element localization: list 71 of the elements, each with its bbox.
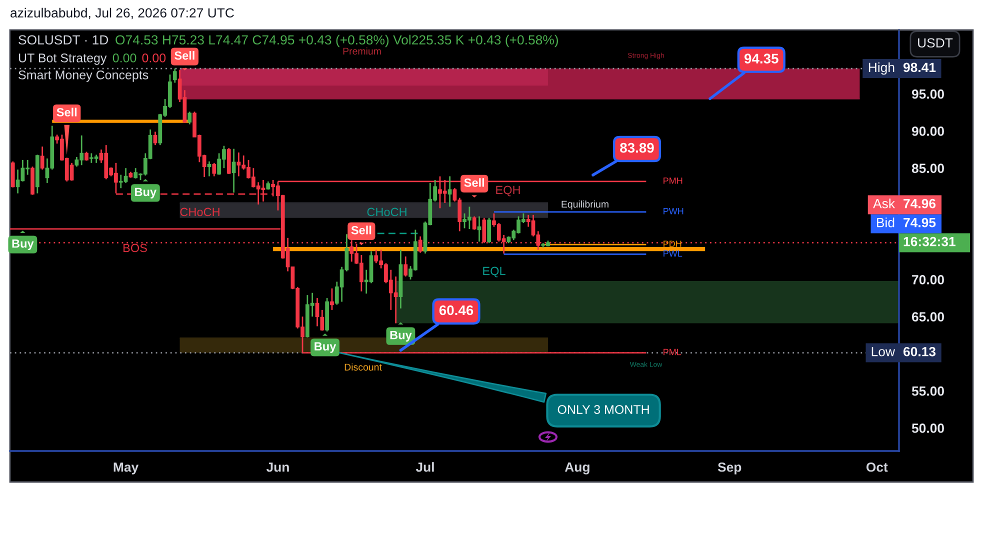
annotation: EQL <box>483 266 506 278</box>
annotation: Sell <box>464 178 484 187</box>
candlestick <box>10 160 15 188</box>
annotation: O74.53 H75.23 L74.47 C74.95 +0.43 (+0.58%) Vol225.35 K +0.43 (+0.58%) <box>116 34 558 48</box>
ref-line-label: High <box>868 62 894 75</box>
annotation: BOS <box>124 244 147 252</box>
candlestick <box>330 288 334 311</box>
series-label: PMH <box>664 178 682 184</box>
y-tick-label: 65.00 <box>912 312 944 322</box>
x-tick-label: Sep <box>718 462 742 474</box>
candlestick <box>232 148 236 194</box>
annotation: ONLY 3 MONTH <box>558 405 649 414</box>
candlestick <box>315 297 320 327</box>
annotation: Premium <box>343 47 381 55</box>
annotation: Sell <box>56 108 77 116</box>
annotation: 60.46 <box>439 305 474 316</box>
y-tick-label: 90.00 <box>912 126 944 136</box>
annotation: 0.00 <box>112 54 136 62</box>
annotation: 94.35 <box>744 54 778 64</box>
candlestick <box>212 162 216 177</box>
annotation: Buy <box>135 188 157 198</box>
y-tick-label: 70.00 <box>912 275 944 284</box>
text: 60.13 <box>903 346 936 356</box>
y-tick-label: 85.00 <box>912 164 944 174</box>
x-tick-label: Jul <box>416 462 434 472</box>
annotation: Buy <box>390 331 412 342</box>
annotation: 0.00 <box>142 54 166 62</box>
x-tick-label: May <box>114 462 139 474</box>
y-tick-label: 50.00 <box>912 424 944 433</box>
annotation: Sell <box>351 226 372 234</box>
candlestick <box>472 216 476 230</box>
x-tick-label: Jun <box>266 462 289 472</box>
text: 16:32:31 <box>904 236 956 246</box>
series-label: PML <box>664 348 682 356</box>
candlestick <box>40 146 44 170</box>
annotation: Discount <box>344 363 382 371</box>
annotation: Buy <box>314 342 336 353</box>
candlestick <box>404 256 408 278</box>
candlestick <box>153 131 158 146</box>
candlestick <box>188 110 192 125</box>
ref-line-label: Low <box>872 347 896 356</box>
candlestick <box>226 147 231 175</box>
annotation: Bid <box>877 218 894 228</box>
candlestick <box>207 160 212 177</box>
annotation: Ask <box>873 198 896 208</box>
text: azizulbabubd, Jul 26, 2026 07:27 UTC <box>10 8 234 20</box>
series-label: PWH <box>664 208 684 214</box>
annotation: Smart Money Concepts <box>18 70 148 82</box>
candlestick <box>487 217 492 244</box>
annotation: EQH <box>496 186 520 196</box>
annotation: Sell <box>174 51 194 60</box>
y-tick-label: 95.00 <box>912 89 944 99</box>
annotation: UT Bot Strategy <box>18 54 107 65</box>
series-label: PWL <box>664 250 682 257</box>
x-tick-label: Aug <box>564 462 590 474</box>
annotation: 83.89 <box>620 142 654 153</box>
series-label: PDH <box>664 240 682 247</box>
candlestick <box>320 309 324 332</box>
x-tick-label: Oct <box>866 462 888 472</box>
annotation: CHoCH <box>367 208 406 216</box>
annotation: Buy <box>12 239 34 250</box>
text: 74.95 <box>904 218 936 228</box>
annotation: Equilibrium <box>562 200 608 210</box>
y-tick-label: 55.00 <box>912 386 944 396</box>
candlestick <box>172 68 177 84</box>
chart-title: SOLUSDT · 1D <box>18 35 108 45</box>
y-axis-title: USDT <box>918 38 953 48</box>
candlestick <box>448 176 452 208</box>
text: 74.96 <box>904 198 936 208</box>
text: 98.41 <box>903 62 936 72</box>
annotation: CHoCH <box>180 208 220 216</box>
